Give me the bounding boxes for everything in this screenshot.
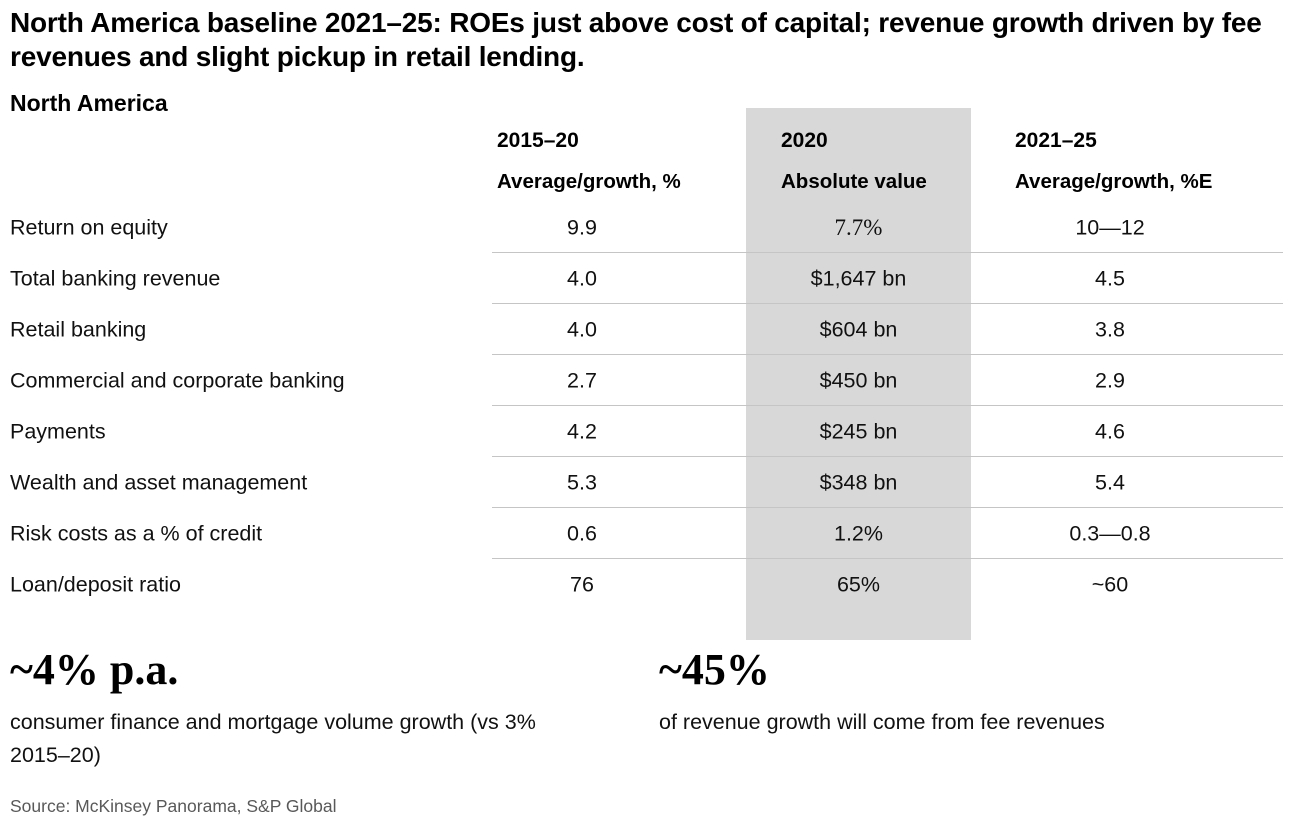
value-2020: $245 bn (819, 419, 898, 443)
callout-value: ~45% (659, 645, 770, 694)
value-2015-20: 4.2 (567, 419, 597, 443)
column-header-2015-20: 2015–20 Average/growth, % (497, 129, 681, 194)
row-label: Payments (10, 419, 106, 443)
value-2021-25: ~60 (1091, 572, 1129, 596)
value-2015-20: 76 (570, 572, 594, 596)
table-row-return-on-equity: Return on equity 9.9 7.7% 10—12 (0, 202, 1292, 253)
table-row-total-banking-revenue: Total banking revenue 4.0 $1,647 bn 4.5 (0, 253, 1292, 304)
value-2020: $348 bn (819, 470, 898, 494)
column-period: 2021–25 (1015, 129, 1097, 152)
value-2015-20: 4.0 (567, 266, 597, 290)
column-period: 2015–20 (497, 129, 579, 152)
value-2021-25: 4.5 (1095, 266, 1125, 290)
value-2021-25: 3.8 (1095, 317, 1125, 341)
row-label: Return on equity (10, 215, 168, 239)
row-divider (492, 456, 1283, 457)
region-label: North America (10, 90, 168, 116)
value-2015-20: 4.0 (567, 317, 597, 341)
row-divider (492, 558, 1283, 559)
row-label: Total banking revenue (10, 266, 221, 290)
row-divider (492, 354, 1283, 355)
value-2015-20: 2.7 (567, 368, 597, 392)
column-header-2020: 2020 Absolute value (781, 129, 927, 194)
highlight-column-2020 (746, 108, 971, 640)
value-2020: $604 bn (819, 317, 898, 341)
value-2021-25: 10—12 (1075, 215, 1145, 239)
table-row-commercial-corporate-banking: Commercial and corporate banking 2.7 $45… (0, 355, 1292, 406)
callout-fee-revenue-share: ~45% of revenue growth will come from fe… (659, 645, 1244, 739)
page-title: North America baseline 2021–25: ROEs jus… (10, 7, 1262, 72)
value-2015-20: 9.9 (567, 215, 597, 239)
value-2015-20: 5.3 (567, 470, 597, 494)
row-label: Wealth and asset management (10, 470, 308, 494)
callout-value: ~4% p.a. (10, 645, 179, 694)
column-period: 2020 (781, 129, 828, 152)
value-2020: 1.2% (833, 521, 883, 545)
column-header-2021-25: 2021–25 Average/growth, %E (1015, 129, 1212, 194)
value-2020: 7.7% (834, 214, 883, 240)
table-row-payments: Payments 4.2 $245 bn 4.6 (0, 406, 1292, 457)
row-divider (492, 405, 1283, 406)
table-row-risk-costs: Risk costs as a % of credit 0.6 1.2% 0.3… (0, 508, 1292, 559)
value-2021-25: 2.9 (1095, 368, 1125, 392)
row-label: Retail banking (10, 317, 147, 341)
callout-consumer-finance-growth: ~4% p.a. consumer finance and mortgage v… (10, 645, 595, 772)
table-row-retail-banking: Retail banking 4.0 $604 bn 3.8 (0, 304, 1292, 355)
table-row-wealth-asset-management: Wealth and asset management 5.3 $348 bn … (0, 457, 1292, 508)
row-divider (492, 507, 1283, 508)
callout-description: of revenue growth will come from fee rev… (659, 710, 1105, 734)
source-note: Source: McKinsey Panorama, S&P Global (10, 796, 337, 816)
value-2015-20: 0.6 (567, 521, 597, 545)
metrics-table: Return on equity 9.9 7.7% 10—12 Total ba… (0, 202, 1292, 610)
value-2021-25: 4.6 (1095, 419, 1125, 443)
value-2020: $450 bn (819, 368, 898, 392)
row-divider (492, 303, 1283, 304)
value-2020: $1,647 bn (810, 266, 907, 290)
row-label: Loan/deposit ratio (10, 572, 181, 596)
row-label: Commercial and corporate banking (10, 368, 345, 392)
row-divider (492, 252, 1283, 253)
table-row-loan-deposit-ratio: Loan/deposit ratio 76 65% ~60 (0, 559, 1292, 610)
value-2020: 65% (836, 572, 881, 596)
value-2021-25: 5.4 (1095, 470, 1125, 494)
row-label: Risk costs as a % of credit (10, 521, 263, 545)
column-measure: Average/growth, % (497, 170, 681, 193)
column-measure: Average/growth, %E (1015, 170, 1213, 193)
callout-description: consumer finance and mortgage volume gro… (10, 710, 536, 767)
column-measure: Absolute value (781, 170, 927, 193)
value-2021-25: 0.3—0.8 (1069, 521, 1151, 545)
